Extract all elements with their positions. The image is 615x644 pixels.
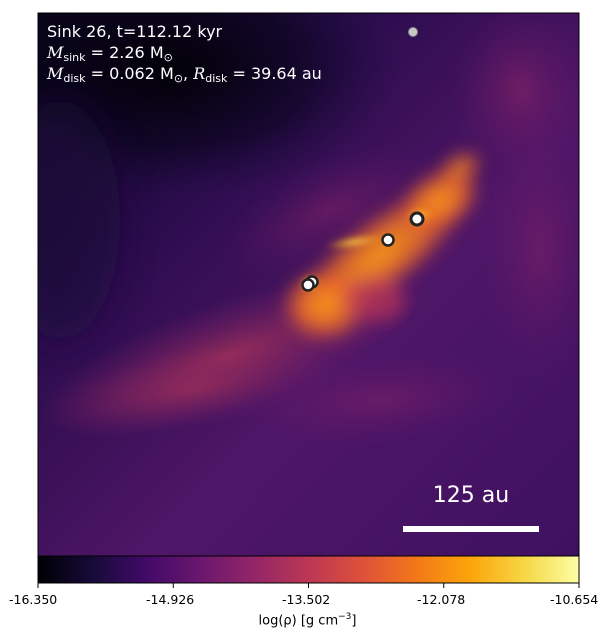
sun-symbol: ⊙ <box>163 51 173 64</box>
colorbar-label-text: log(ρ) [g cm <box>258 613 339 629</box>
mdisk-symbol: M <box>47 64 64 83</box>
comma-sep: , <box>183 64 194 83</box>
colorbar-ticks <box>37 583 580 588</box>
density-image <box>38 13 579 556</box>
colorbar-tick-4: -10.654 <box>550 592 599 607</box>
annotation-line-2: Msink = 2.26 M⊙ <box>47 43 173 68</box>
mdisk-value: = 0.062 M <box>85 64 174 83</box>
rdisk-sub: disk <box>205 72 228 85</box>
sink-time-text: Sink 26, t=112.12 kyr <box>47 22 223 41</box>
rdisk-value: = 39.64 au <box>227 64 322 83</box>
colorbar-label-exp: −3 <box>338 612 352 622</box>
colorbar-label-end: ] <box>351 613 357 629</box>
annotation-line-1: Sink 26, t=112.12 kyr <box>47 22 222 42</box>
sink-center <box>381 233 395 247</box>
sink-left-b <box>301 278 315 292</box>
colorbar-tick-1: -14.926 <box>146 592 195 607</box>
scale-bar-label: 125 au <box>432 483 510 508</box>
sink-small-top <box>408 27 418 37</box>
msink-sub: sink <box>63 51 86 64</box>
colorbar-tick-0: -16.350 <box>9 592 58 607</box>
rdisk-symbol: R <box>193 64 206 83</box>
sun-symbol-2: ⊙ <box>173 72 184 85</box>
sink-markers <box>301 27 425 292</box>
msink-value: = 2.26 M <box>85 43 164 62</box>
scale-bar <box>403 526 539 532</box>
sink-right <box>409 211 425 227</box>
colorbar-tick-2: -13.502 <box>282 592 331 607</box>
colorbar-label: log(ρ) [g cm−3] <box>0 612 615 628</box>
msink-symbol: M <box>47 43 64 62</box>
mdisk-sub: disk <box>63 72 86 85</box>
colorbar <box>37 555 580 584</box>
colorbar-tick-3: -12.078 <box>417 592 466 607</box>
annotation-line-3: Mdisk = 0.062 M⊙, Rdisk = 39.64 au <box>47 64 322 89</box>
